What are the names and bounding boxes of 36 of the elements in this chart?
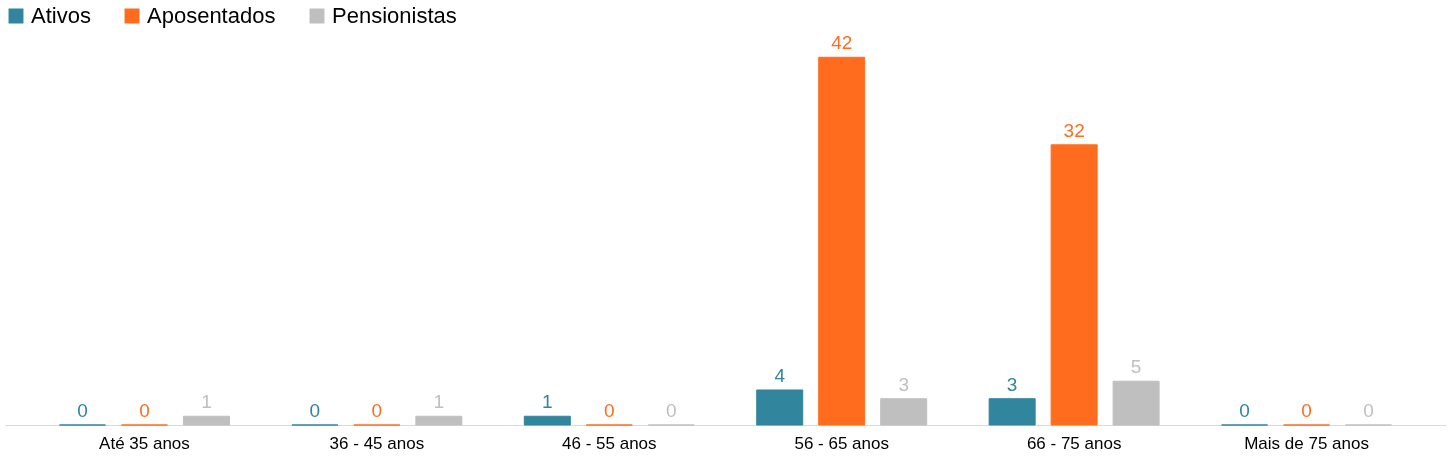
bar	[880, 398, 928, 426]
bar	[523, 415, 571, 426]
data-label: 0	[139, 400, 150, 421]
bar	[988, 398, 1036, 426]
data-label: 0	[665, 400, 677, 421]
x-tick-label: 36 - 45 anos	[329, 433, 425, 453]
data-label: 3	[898, 373, 909, 395]
bar	[1112, 380, 1160, 426]
x-tick-label: Mais de 75 anos	[1244, 433, 1369, 453]
data-label: 32	[1063, 119, 1085, 141]
legend-label: Pensionistas	[332, 3, 457, 28]
x-tick-label: Até 35 anos	[99, 433, 190, 453]
x-tick-label: 56 - 65 anos	[794, 433, 889, 453]
data-label: 1	[201, 391, 212, 413]
data-label: 1	[542, 391, 553, 413]
data-label: 5	[1130, 356, 1142, 378]
data-label: 0	[1239, 400, 1250, 421]
data-label: 0	[371, 400, 383, 421]
legend-label: Aposentados	[147, 3, 276, 28]
data-label: 0	[604, 400, 615, 421]
data-label: 0	[1301, 400, 1312, 421]
data-label: 42	[831, 32, 853, 54]
data-label: 0	[1363, 400, 1374, 421]
x-tick-label: 66 - 75 anos	[1026, 433, 1122, 453]
bar	[756, 389, 804, 426]
bar	[1050, 144, 1098, 426]
data-label: 4	[774, 364, 786, 386]
data-label: 0	[77, 400, 88, 421]
data-label: 1	[433, 391, 445, 413]
bar	[415, 415, 463, 426]
legend-label: Ativos	[31, 3, 91, 28]
x-tick-label: 46 - 55 anos	[562, 433, 657, 453]
data-label: 3	[1006, 373, 1018, 395]
data-label: 0	[309, 400, 321, 421]
bar	[818, 56, 866, 426]
bar	[182, 415, 230, 426]
